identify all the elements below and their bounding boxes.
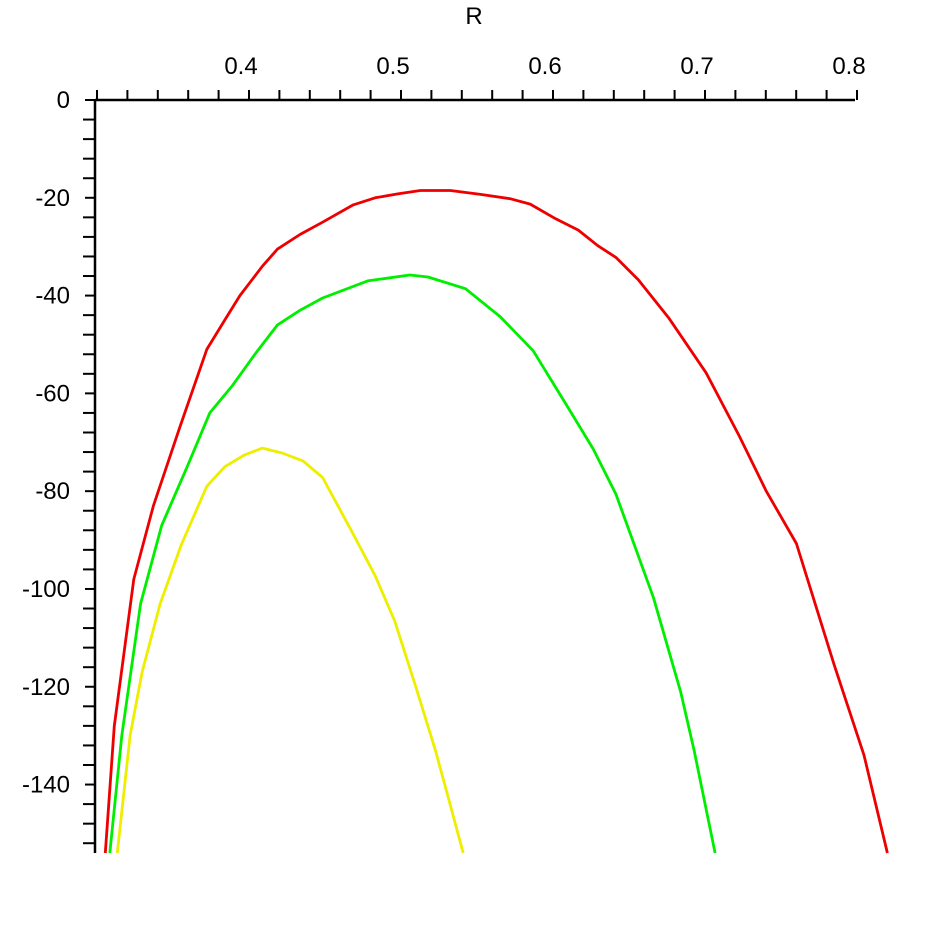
series-line-2 — [108, 273, 717, 854]
y-ticks: 0 -20 -40 -60 -80 -100 -120 -140 — [22, 87, 95, 845]
series-layer — [103, 189, 889, 854]
axis-layer — [93, 98, 855, 853]
x-tick-label: 0.7 — [680, 53, 713, 80]
y-tick-label: -80 — [35, 478, 70, 505]
y-tick-label: -120 — [22, 674, 70, 701]
x-tick-label: 0.6 — [528, 53, 561, 80]
y-tick-label: -140 — [22, 772, 70, 799]
series-line-3 — [115, 446, 465, 854]
x-tick-label: 0.8 — [832, 53, 865, 80]
y-tick-label: -60 — [35, 380, 70, 407]
y-tick-label: -20 — [35, 185, 70, 212]
y-tick-label: -100 — [22, 576, 70, 603]
x-tick-label: 0.5 — [376, 53, 409, 80]
y-tick-label: 0 — [57, 87, 70, 114]
series-line-1 — [103, 189, 889, 854]
x-tick-label: 0.4 — [224, 53, 257, 80]
x-ticks: 0.4 0.5 0.6 0.7 0.8 — [96, 53, 866, 100]
y-tick-label: -40 — [35, 283, 70, 310]
x-axis-title: R — [465, 3, 482, 30]
